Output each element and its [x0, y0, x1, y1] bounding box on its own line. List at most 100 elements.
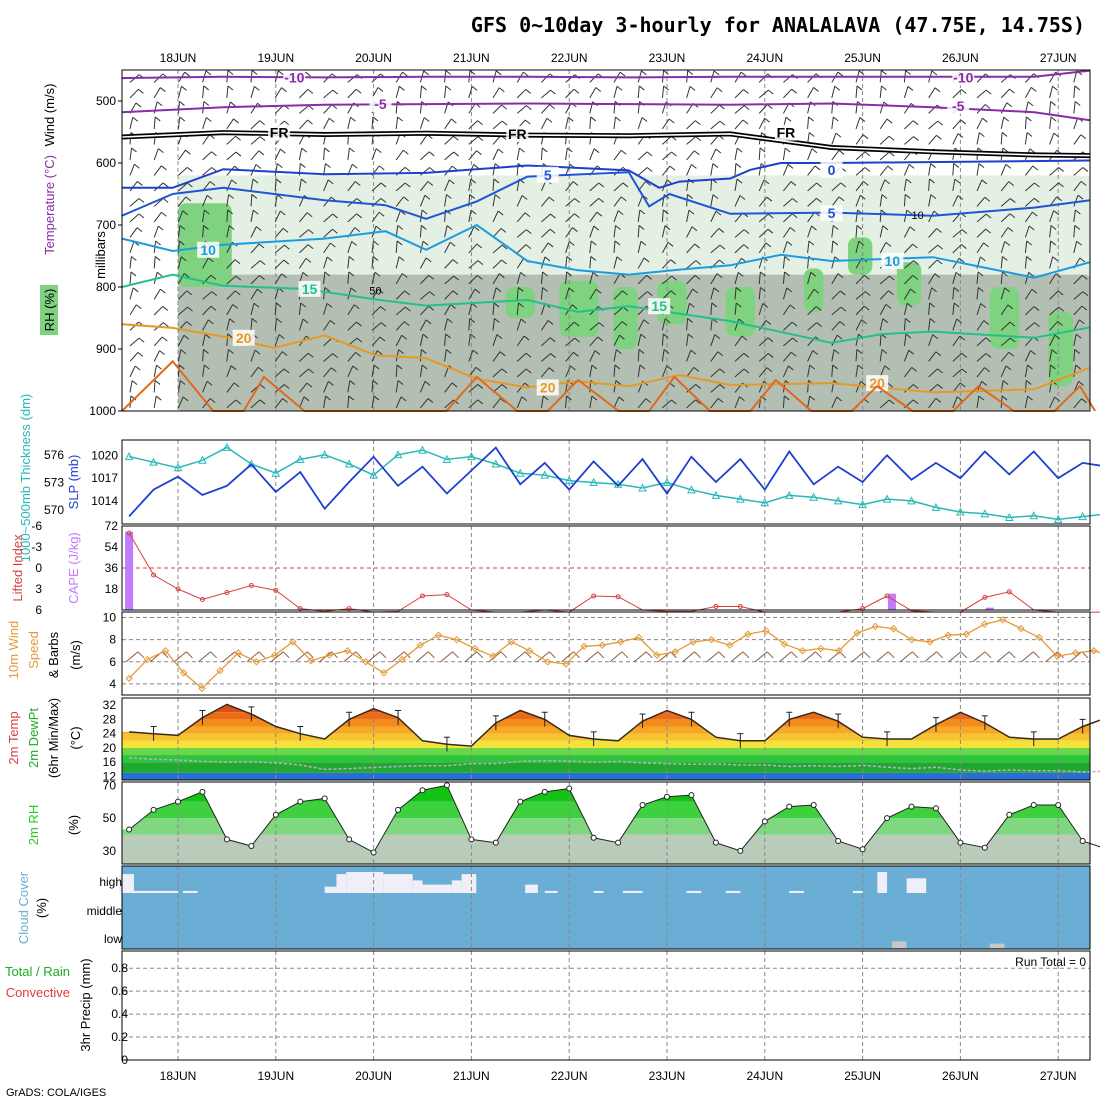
wind-barb — [662, 275, 672, 285]
wind-barb-flag — [717, 397, 724, 403]
wind-barb — [492, 148, 499, 161]
wind-barb — [758, 228, 769, 238]
wind-barb-flag — [574, 198, 580, 203]
wind-barb-flag — [398, 85, 405, 91]
wind-barb — [347, 287, 352, 300]
wind-barb-flag — [548, 196, 555, 202]
wind-barb — [662, 290, 672, 300]
contour-label: 10 — [200, 242, 216, 258]
wind-barb-flag — [254, 349, 261, 355]
wind-barb-flag — [620, 149, 627, 155]
wind-barb — [928, 273, 936, 285]
wind-barb — [637, 398, 647, 409]
wind-barb-flag — [980, 303, 986, 308]
wind-barb-flag — [616, 85, 623, 91]
wind-barb — [855, 85, 858, 98]
wind-barb-flag — [1027, 101, 1034, 107]
cloud-high-bar — [852, 890, 863, 893]
wind-barb-flag — [1050, 116, 1057, 122]
wind-barb — [855, 134, 864, 145]
wind-barb-flag — [375, 148, 382, 154]
wind-barb — [274, 148, 281, 161]
wind10-barb-flag — [912, 651, 919, 659]
wind-barb — [371, 116, 374, 129]
li-point — [982, 594, 988, 600]
wind10-barb — [948, 651, 962, 663]
wind-barb-flag — [469, 194, 475, 199]
wind-barb-flag — [929, 178, 935, 184]
wind-barb-flag — [1034, 322, 1040, 328]
wind-barb — [177, 396, 184, 409]
temp-band — [122, 755, 1090, 763]
wind-barb-flag — [669, 382, 676, 388]
wind-barb-flag — [474, 288, 481, 294]
wind-barb-flag — [351, 241, 357, 246]
wind-barb — [686, 333, 689, 346]
contour-label-bg — [268, 124, 291, 141]
wind-barb-flag — [812, 350, 819, 355]
wind-barb — [952, 229, 963, 238]
wind-barb-flag — [542, 287, 548, 292]
wind-barb — [444, 118, 452, 130]
rh2m-point — [443, 782, 450, 789]
wind-barb-flag — [501, 368, 508, 374]
wind-barb-flag — [859, 117, 866, 122]
wind-barb-flag — [762, 303, 769, 308]
wind-barb-flag — [956, 396, 963, 402]
wind-barb — [420, 167, 430, 176]
wind-barb-flag — [638, 85, 645, 91]
wind-barb-flag — [840, 182, 847, 188]
wind-barb-flag — [183, 334, 190, 340]
wind-barb — [758, 196, 768, 207]
cape-bar — [887, 593, 896, 610]
wind-barb-flag — [234, 259, 241, 264]
wind-barb — [879, 209, 882, 222]
cloud-bg — [122, 866, 1090, 949]
wind-barb — [928, 194, 932, 207]
wind-barb — [1049, 132, 1055, 145]
wind-barb-flag — [1074, 101, 1081, 106]
wind-barb — [129, 337, 140, 347]
wind-barb-flag — [694, 150, 700, 156]
wind-barb-flag — [137, 181, 143, 186]
wind-barb-flag — [206, 117, 212, 122]
wind10-barb — [537, 651, 550, 663]
wind-barb-flag — [1050, 364, 1056, 370]
rh2m-tick: 70 — [103, 778, 117, 792]
wind-barb — [613, 396, 620, 409]
wind-barb — [1024, 211, 1033, 223]
slp-tick: 1020 — [91, 448, 118, 462]
wind-barb — [395, 334, 403, 347]
wind-barb — [250, 275, 260, 285]
wind-barb-flag — [956, 318, 962, 324]
wind-barb — [952, 244, 962, 254]
wind10-point — [325, 651, 334, 659]
wind-barb-flag — [784, 271, 790, 277]
rh-region-dark — [505, 287, 535, 318]
wind-barb — [734, 163, 737, 176]
wind-barb-flag — [739, 396, 745, 402]
slp-thickness-bg — [122, 440, 1090, 524]
wind-barb-flag — [957, 133, 964, 138]
wind-barb — [347, 304, 355, 316]
wind-barb-flag — [1075, 209, 1081, 215]
wind-barb-flag — [451, 118, 457, 124]
wind-barb-flag — [567, 116, 574, 122]
wind-barb — [904, 260, 914, 269]
wind-barb-flag — [638, 225, 645, 230]
wind-barb-flag — [645, 181, 651, 186]
wind-barb-flag — [937, 368, 943, 374]
wind-barb — [395, 364, 398, 377]
li-tick: -6 — [31, 519, 42, 533]
wind-barb — [565, 88, 575, 99]
wind-barb — [395, 321, 405, 331]
day-label-top: 18JUN — [160, 51, 197, 65]
wind-barb — [1024, 116, 1027, 129]
rh2m-point — [395, 806, 402, 813]
wind-barb-flag — [493, 302, 500, 308]
wind10-barb-flag — [887, 651, 895, 659]
wind-barb-flag — [1080, 180, 1087, 186]
wind-barb-flag — [784, 147, 791, 153]
wind-barb — [395, 349, 400, 362]
wind-barb — [395, 240, 398, 253]
